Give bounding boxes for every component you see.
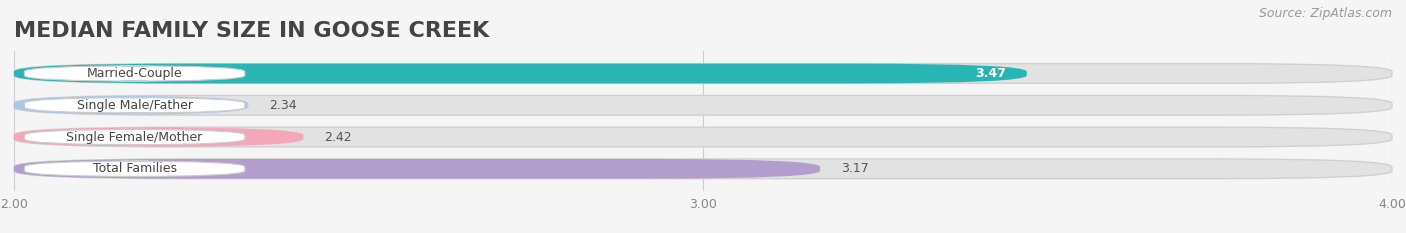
Text: 3.17: 3.17	[841, 162, 869, 175]
Text: Total Families: Total Families	[93, 162, 177, 175]
FancyBboxPatch shape	[14, 127, 1392, 147]
FancyBboxPatch shape	[24, 98, 245, 113]
Text: Source: ZipAtlas.com: Source: ZipAtlas.com	[1258, 7, 1392, 20]
FancyBboxPatch shape	[24, 66, 245, 81]
FancyBboxPatch shape	[24, 161, 245, 177]
FancyBboxPatch shape	[14, 96, 1392, 115]
Text: Single Male/Father: Single Male/Father	[76, 99, 193, 112]
FancyBboxPatch shape	[24, 129, 245, 145]
Text: Married-Couple: Married-Couple	[87, 67, 183, 80]
FancyBboxPatch shape	[14, 159, 820, 179]
Text: 2.42: 2.42	[323, 130, 352, 144]
FancyBboxPatch shape	[14, 64, 1392, 83]
FancyBboxPatch shape	[14, 127, 304, 147]
FancyBboxPatch shape	[14, 96, 249, 115]
Text: MEDIAN FAMILY SIZE IN GOOSE CREEK: MEDIAN FAMILY SIZE IN GOOSE CREEK	[14, 21, 489, 41]
FancyBboxPatch shape	[14, 159, 1392, 179]
Text: 2.34: 2.34	[269, 99, 297, 112]
Text: 3.47: 3.47	[976, 67, 1007, 80]
FancyBboxPatch shape	[14, 64, 1026, 83]
Text: Single Female/Mother: Single Female/Mother	[66, 130, 202, 144]
